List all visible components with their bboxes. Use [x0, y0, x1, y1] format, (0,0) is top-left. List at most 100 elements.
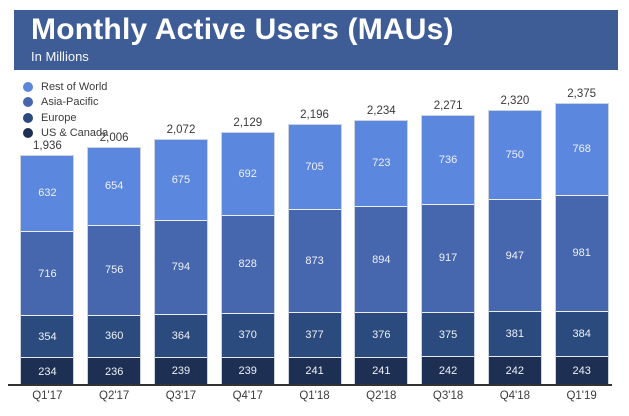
segment-us-canada: 242 [488, 356, 541, 385]
x-axis-tick-label: Q2'17 [99, 390, 130, 402]
bar-total-label: 2,072 [166, 123, 196, 136]
plot-area: 1,936 632 716 354 234 2,006 654 756 360 236 2,072 6… [14, 86, 615, 385]
legend-label: Asia-Pacific [41, 96, 99, 109]
segment-value-label: 242 [505, 365, 525, 378]
segment-us-canada: 243 [555, 356, 608, 385]
bar-total-label: 2,129 [233, 117, 263, 130]
segment-europe: 384 [555, 310, 608, 357]
segment-europe: 364 [154, 313, 207, 357]
segment-us-canada: 242 [422, 356, 475, 385]
bar-total-label: 2,271 [433, 100, 463, 113]
bar-column-q3-18: 2,271 736 917 375 242 [415, 86, 482, 385]
legend-label: US & Canada [41, 127, 109, 140]
segment-value-label: 723 [372, 157, 391, 170]
bar-stack: 736 917 375 242 [421, 115, 476, 385]
segment-value-label: 750 [505, 148, 525, 161]
segment-rest-of-world: 692 [221, 133, 274, 215]
x-axis-line [8, 384, 612, 386]
segment-europe: 370 [221, 312, 274, 357]
bar-column-q4-17: 2,129 692 828 370 239 [214, 86, 281, 385]
bar-stack: 750 947 381 242 [487, 109, 542, 385]
legend-item-asia-pacific: Asia-Pacific [23, 95, 108, 111]
segment-us-canada: 239 [221, 356, 274, 385]
segment-us-canada: 239 [154, 356, 207, 385]
segment-value-label: 381 [505, 328, 525, 341]
legend-label: Rest of World [41, 80, 108, 93]
segment-us-canada: 241 [355, 356, 408, 385]
segment-value-label: 384 [572, 328, 591, 340]
segment-europe: 376 [355, 312, 408, 357]
bar-stack: 654 756 360 236 [87, 146, 142, 385]
segment-value-label: 364 [171, 329, 191, 342]
segment-asia-pacific: 716 [21, 230, 74, 316]
segment-value-label: 236 [104, 365, 124, 378]
bar-total-label: 2,320 [500, 94, 530, 107]
chart-title: Monthly Active Users (MAUs) [31, 13, 454, 47]
segment-rest-of-world: 750 [488, 110, 541, 200]
legend-item-europe: Europe [23, 110, 108, 126]
bar-total-label: 1,936 [33, 139, 62, 152]
segment-asia-pacific: 873 [288, 208, 341, 312]
segment-value-label: 242 [438, 365, 458, 378]
segment-value-label: 377 [305, 328, 324, 341]
segment-europe: 377 [288, 311, 341, 357]
segment-europe: 375 [422, 312, 475, 357]
bar-stack: 768 981 384 243 [554, 102, 609, 385]
bar-column-q3-17: 2,072 675 794 364 239 [148, 86, 215, 385]
segment-value-label: 234 [38, 365, 57, 378]
segment-value-label: 705 [305, 160, 324, 173]
segment-value-label: 873 [305, 254, 324, 267]
bar-stack: 692 828 370 239 [220, 132, 275, 385]
segment-europe: 354 [21, 315, 74, 358]
bar-total-label: 2,006 [99, 131, 129, 144]
segment-value-label: 716 [38, 267, 57, 280]
legend-item-us-canada: US & Canada [23, 126, 108, 142]
segment-asia-pacific: 828 [221, 214, 274, 313]
segment-value-label: 239 [238, 365, 257, 378]
segment-asia-pacific: 894 [355, 206, 408, 312]
bar-column-q1-18: 2,196 705 873 377 241 [281, 86, 348, 385]
segment-asia-pacific: 917 [422, 203, 475, 313]
segment-asia-pacific: 794 [154, 219, 207, 314]
header-banner: Monthly Active Users (MAUs) In Millions [14, 10, 618, 70]
segment-value-label: 632 [38, 187, 57, 200]
segment-value-label: 756 [104, 264, 124, 277]
segment-value-label: 241 [305, 365, 324, 378]
segment-value-label: 354 [38, 330, 57, 343]
segment-value-label: 828 [238, 258, 257, 271]
segment-us-canada: 236 [88, 357, 141, 385]
segment-value-label: 243 [572, 365, 591, 378]
legend-dot-icon [23, 97, 33, 108]
bar-column-q4-18: 2,320 750 947 381 242 [481, 86, 548, 385]
legend-dot-icon [23, 112, 33, 123]
segment-value-label: 947 [505, 249, 525, 262]
legend-dot-icon [23, 81, 33, 92]
bar-column-q1-17: 1,936 632 716 354 234 [14, 86, 81, 385]
segment-value-label: 768 [572, 143, 591, 156]
chart-subtitle: In Millions [31, 48, 89, 64]
bar-column-q1-19: 2,375 768 981 384 243 [548, 86, 615, 385]
segment-value-label: 360 [104, 330, 124, 343]
segment-value-label: 675 [171, 173, 191, 186]
segment-asia-pacific: 756 [88, 225, 141, 315]
segment-rest-of-world: 705 [288, 125, 341, 209]
x-axis-tick-label: Q1'18 [299, 390, 330, 402]
segment-value-label: 376 [372, 328, 391, 341]
segment-rest-of-world: 632 [21, 155, 74, 231]
bar-column-q2-17: 2,006 654 756 360 236 [81, 86, 148, 385]
legend-label: Europe [41, 111, 77, 124]
segment-value-label: 241 [372, 365, 391, 378]
x-axis-tick-label: Q2'18 [366, 390, 397, 402]
segment-asia-pacific: 947 [488, 199, 541, 312]
legend-item-rest-of-world: Rest of World [23, 79, 108, 95]
x-axis-tick-label: Q3'17 [165, 390, 197, 402]
segment-rest-of-world: 675 [154, 139, 207, 220]
segment-rest-of-world: 654 [88, 147, 141, 226]
segment-europe: 381 [488, 311, 541, 357]
bar-column-q2-18: 2,234 723 894 376 241 [348, 86, 415, 385]
x-axis-tick-label: Q4'17 [232, 390, 263, 402]
segment-value-label: 654 [104, 180, 124, 193]
x-axis-tick-label: Q3'18 [432, 390, 464, 402]
segment-rest-of-world: 736 [422, 116, 475, 204]
